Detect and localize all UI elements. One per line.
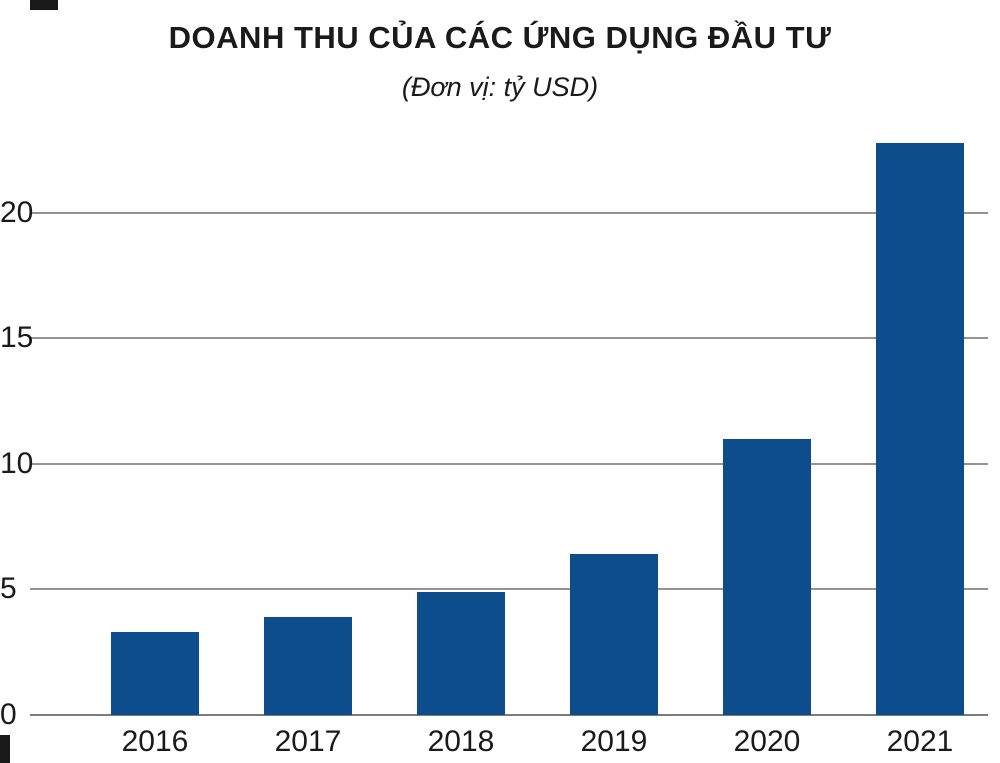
gridline xyxy=(30,462,988,465)
ytick-label: 20 xyxy=(0,195,34,229)
ytick-label: 15 xyxy=(0,321,34,355)
xtick-label-2017: 2017 xyxy=(274,725,342,758)
xtick-label-2021: 2021 xyxy=(886,725,954,758)
bar-2016 xyxy=(111,632,199,715)
ytick-label: 10 xyxy=(0,446,34,480)
x-axis-line xyxy=(30,714,988,716)
gridline xyxy=(30,337,988,340)
xtick-label-2020: 2020 xyxy=(733,725,801,758)
chart-title: DOANH THU CỦA CÁC ỨNG DỤNG ĐẦU TƯ xyxy=(168,20,832,55)
ytick-label: 5 xyxy=(0,572,17,606)
gridline xyxy=(30,211,988,214)
xtick-label-2016: 2016 xyxy=(121,725,189,758)
gridline xyxy=(30,588,988,591)
bar-2020 xyxy=(723,438,811,715)
bar-2018 xyxy=(417,591,505,715)
bar-2019 xyxy=(570,554,658,715)
corner-mark-bottom-left xyxy=(0,735,10,763)
chart-subtitle: (Đơn vị: tỷ USD) xyxy=(401,72,599,102)
xtick-label-2018: 2018 xyxy=(427,725,495,758)
xtick-label-2019: 2019 xyxy=(580,725,648,758)
bar-2021 xyxy=(876,142,964,715)
plot-area: 0 5 10 15 20 2016 2017 2018 2019 2020 2021 xyxy=(0,125,1000,758)
corner-mark-top-left xyxy=(30,0,58,10)
ytick-label: 0 xyxy=(0,698,17,731)
bar-2017 xyxy=(264,617,352,715)
